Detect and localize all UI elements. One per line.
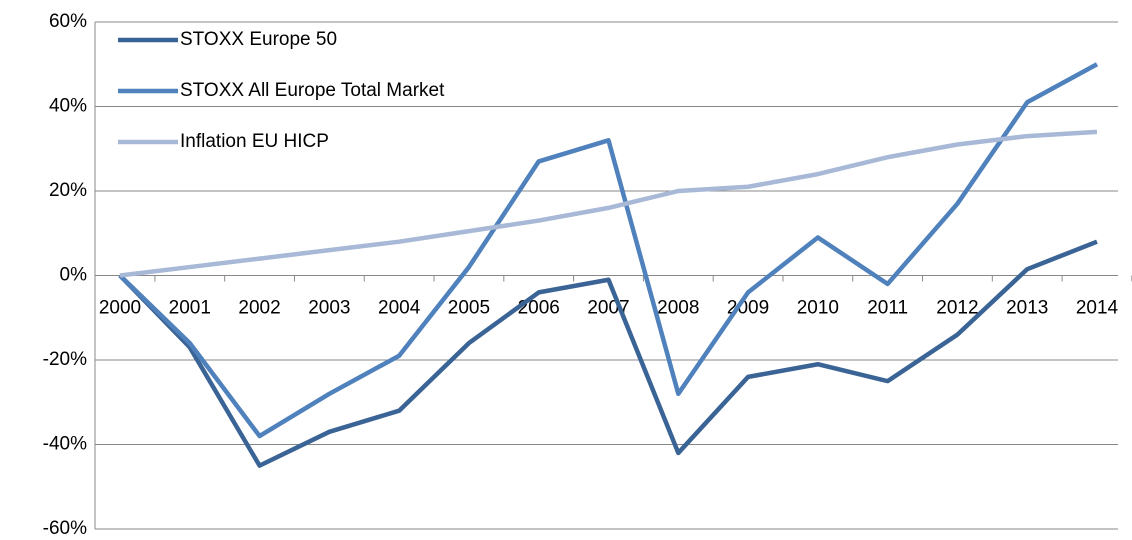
legend-label: STOXX All Europe Total Market <box>180 80 445 101</box>
y-tick-label: -60% <box>43 518 87 539</box>
x-tick-label: 2003 <box>308 298 350 319</box>
x-tick-label: 2005 <box>448 298 490 319</box>
x-tick-label: 2012 <box>936 298 978 319</box>
x-tick-label: 2009 <box>727 298 769 319</box>
y-tick-label: 40% <box>49 96 87 117</box>
x-tick-label: 2010 <box>797 298 839 319</box>
series-line <box>119 129 1098 278</box>
x-tick-label: 2004 <box>378 298 421 319</box>
y-tick-label: 20% <box>49 180 87 201</box>
x-tick-label: 2014 <box>1076 298 1119 319</box>
y-tick-label: -40% <box>43 434 87 455</box>
x-tick-label: 2013 <box>1006 298 1048 319</box>
x-tick-label: 2008 <box>657 298 699 319</box>
y-tick-label: -20% <box>43 349 87 370</box>
x-tick-label: 2011 <box>867 298 908 319</box>
series-line <box>118 239 1098 468</box>
x-tick-label: 2001 <box>169 298 211 319</box>
x-tick-label: 2002 <box>238 298 280 319</box>
legend-label: STOXX Europe 50 <box>180 29 337 50</box>
x-tick-label: 2000 <box>99 298 141 319</box>
legend-label: Inflation EU HICP <box>180 131 329 152</box>
series-line <box>118 62 1099 439</box>
y-tick-label: 60% <box>49 11 87 32</box>
y-tick-label: 0% <box>60 265 88 286</box>
